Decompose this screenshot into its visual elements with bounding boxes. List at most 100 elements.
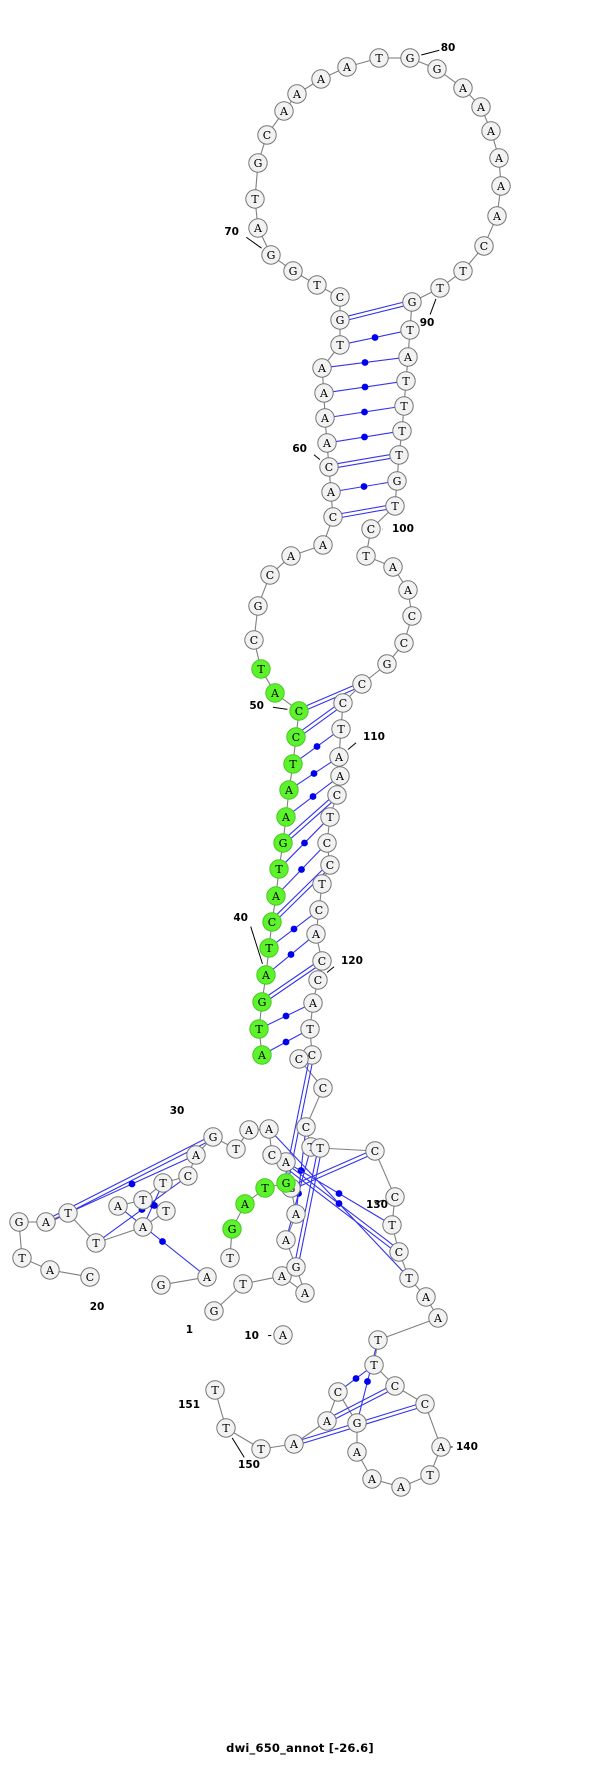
- nucleotide-71[interactable]: A: [248, 218, 268, 238]
- nucleotide-86[interactable]: A: [491, 176, 511, 196]
- nucleotide-133[interactable]: T: [399, 1268, 419, 1288]
- nucleotide-40[interactable]: A: [256, 965, 276, 985]
- nucleotide-13[interactable]: A: [239, 1120, 259, 1140]
- nucleotide-132[interactable]: C: [389, 1242, 409, 1262]
- nucleotide-91[interactable]: G: [402, 292, 422, 312]
- nucleotide-21[interactable]: C: [80, 1267, 100, 1287]
- nucleotide-134[interactable]: A: [416, 1287, 436, 1307]
- nucleotide-48[interactable]: T: [283, 754, 303, 774]
- nucleotide-27[interactable]: T: [86, 1233, 106, 1253]
- nucleotide-16[interactable]: A: [186, 1145, 206, 1165]
- nucleotide-107[interactable]: C: [352, 674, 372, 694]
- nucleotide-136[interactable]: T: [368, 1330, 388, 1350]
- nucleotide-129[interactable]: C: [365, 1141, 385, 1161]
- nucleotide-140[interactable]: A: [431, 1437, 451, 1457]
- nucleotide-120[interactable]: C: [308, 970, 328, 990]
- nucleotide-103[interactable]: A: [398, 580, 418, 600]
- nucleotide-122[interactable]: T: [300, 1019, 320, 1039]
- nucleotide-138[interactable]: C: [385, 1376, 405, 1396]
- nucleotide-142[interactable]: A: [391, 1477, 411, 1497]
- nucleotide-79[interactable]: T: [369, 48, 389, 68]
- nucleotide-36[interactable]: G: [276, 1173, 296, 1193]
- nucleotide-150[interactable]: T: [216, 1418, 236, 1438]
- nucleotide-137[interactable]: T: [364, 1355, 384, 1375]
- nucleotide-72[interactable]: T: [245, 189, 265, 209]
- nucleotide-78[interactable]: A: [337, 57, 357, 77]
- nucleotide-30[interactable]: A: [197, 1267, 217, 1287]
- nucleotide-55[interactable]: C: [260, 565, 280, 585]
- nucleotide-56[interactable]: A: [281, 546, 301, 566]
- nucleotide-63[interactable]: A: [314, 383, 334, 403]
- nucleotide-73[interactable]: G: [248, 153, 268, 173]
- nucleotide-59[interactable]: A: [321, 482, 341, 502]
- nucleotide-89[interactable]: T: [453, 261, 473, 281]
- nucleotide-15[interactable]: G: [203, 1127, 223, 1147]
- nucleotide-96[interactable]: T: [392, 421, 412, 441]
- nucleotide-50[interactable]: C: [289, 701, 309, 721]
- nucleotide-125[interactable]: C: [313, 1078, 333, 1098]
- nucleotide-143[interactable]: A: [362, 1469, 382, 1489]
- nucleotide-26[interactable]: T: [58, 1203, 78, 1223]
- nucleotide-10[interactable]: A: [273, 1325, 293, 1345]
- nucleotide-99[interactable]: T: [385, 496, 405, 516]
- nucleotide-105[interactable]: C: [394, 633, 414, 653]
- nucleotide-7[interactable]: A: [286, 1204, 306, 1224]
- nucleotide-124[interactable]: C: [289, 1049, 309, 1069]
- nucleotide-17[interactable]: C: [178, 1166, 198, 1186]
- nucleotide-145[interactable]: G: [347, 1413, 367, 1433]
- nucleotide-83[interactable]: A: [471, 97, 491, 117]
- nucleotide-34[interactable]: A: [235, 1194, 255, 1214]
- nucleotide-45[interactable]: G: [273, 833, 293, 853]
- nucleotide-109[interactable]: T: [331, 719, 351, 739]
- nucleotide-144[interactable]: A: [347, 1442, 367, 1462]
- nucleotide-88[interactable]: C: [474, 236, 494, 256]
- nucleotide-128[interactable]: T: [310, 1138, 330, 1158]
- nucleotide-94[interactable]: T: [396, 371, 416, 391]
- nucleotide-81[interactable]: G: [427, 59, 447, 79]
- nucleotide-151[interactable]: T: [205, 1380, 225, 1400]
- nucleotide-3[interactable]: A: [272, 1266, 292, 1286]
- nucleotide-51[interactable]: A: [265, 683, 285, 703]
- nucleotide-31[interactable]: G: [151, 1275, 171, 1295]
- nucleotide-106[interactable]: G: [377, 654, 397, 674]
- nucleotide-58[interactable]: C: [323, 507, 343, 527]
- nucleotide-5[interactable]: G: [286, 1257, 306, 1277]
- nucleotide-139[interactable]: C: [415, 1394, 435, 1414]
- nucleotide-74[interactable]: C: [257, 125, 277, 145]
- nucleotide-77[interactable]: A: [311, 69, 331, 89]
- nucleotide-117[interactable]: C: [309, 900, 329, 920]
- nucleotide-102[interactable]: A: [383, 557, 403, 577]
- nucleotide-66[interactable]: G: [330, 310, 350, 330]
- nucleotide-100[interactable]: C: [361, 519, 381, 539]
- nucleotide-6[interactable]: A: [276, 1230, 296, 1250]
- nucleotide-113[interactable]: T: [320, 807, 340, 827]
- nucleotide-4[interactable]: A: [295, 1283, 315, 1303]
- nucleotide-70[interactable]: G: [261, 245, 281, 265]
- nucleotide-32[interactable]: T: [220, 1248, 240, 1268]
- nucleotide-24[interactable]: G: [9, 1212, 29, 1232]
- nucleotide-118[interactable]: A: [306, 924, 326, 944]
- nucleotide-25[interactable]: A: [36, 1212, 56, 1232]
- nucleotide-14[interactable]: T: [226, 1139, 246, 1159]
- nucleotide-23[interactable]: T: [12, 1248, 32, 1268]
- nucleotide-97[interactable]: T: [389, 445, 409, 465]
- nucleotide-57[interactable]: A: [313, 535, 333, 555]
- nucleotide-54[interactable]: G: [248, 596, 268, 616]
- nucleotide-64[interactable]: A: [312, 358, 332, 378]
- nucleotide-76[interactable]: A: [287, 84, 307, 104]
- nucleotide-19[interactable]: T: [133, 1190, 153, 1210]
- nucleotide-38[interactable]: T: [249, 1019, 269, 1039]
- nucleotide-114[interactable]: C: [317, 833, 337, 853]
- nucleotide-44[interactable]: T: [269, 859, 289, 879]
- nucleotide-80[interactable]: G: [400, 48, 420, 68]
- nucleotide-39[interactable]: G: [252, 992, 272, 1012]
- nucleotide-29[interactable]: T: [156, 1201, 176, 1221]
- nucleotide-131[interactable]: T: [382, 1215, 402, 1235]
- nucleotide-135[interactable]: A: [428, 1308, 448, 1328]
- nucleotide-69[interactable]: G: [283, 261, 303, 281]
- nucleotide-68[interactable]: T: [307, 275, 327, 295]
- nucleotide-22[interactable]: A: [40, 1260, 60, 1280]
- nucleotide-111[interactable]: A: [330, 766, 350, 786]
- nucleotide-130[interactable]: C: [385, 1187, 405, 1207]
- nucleotide-115[interactable]: C: [320, 855, 340, 875]
